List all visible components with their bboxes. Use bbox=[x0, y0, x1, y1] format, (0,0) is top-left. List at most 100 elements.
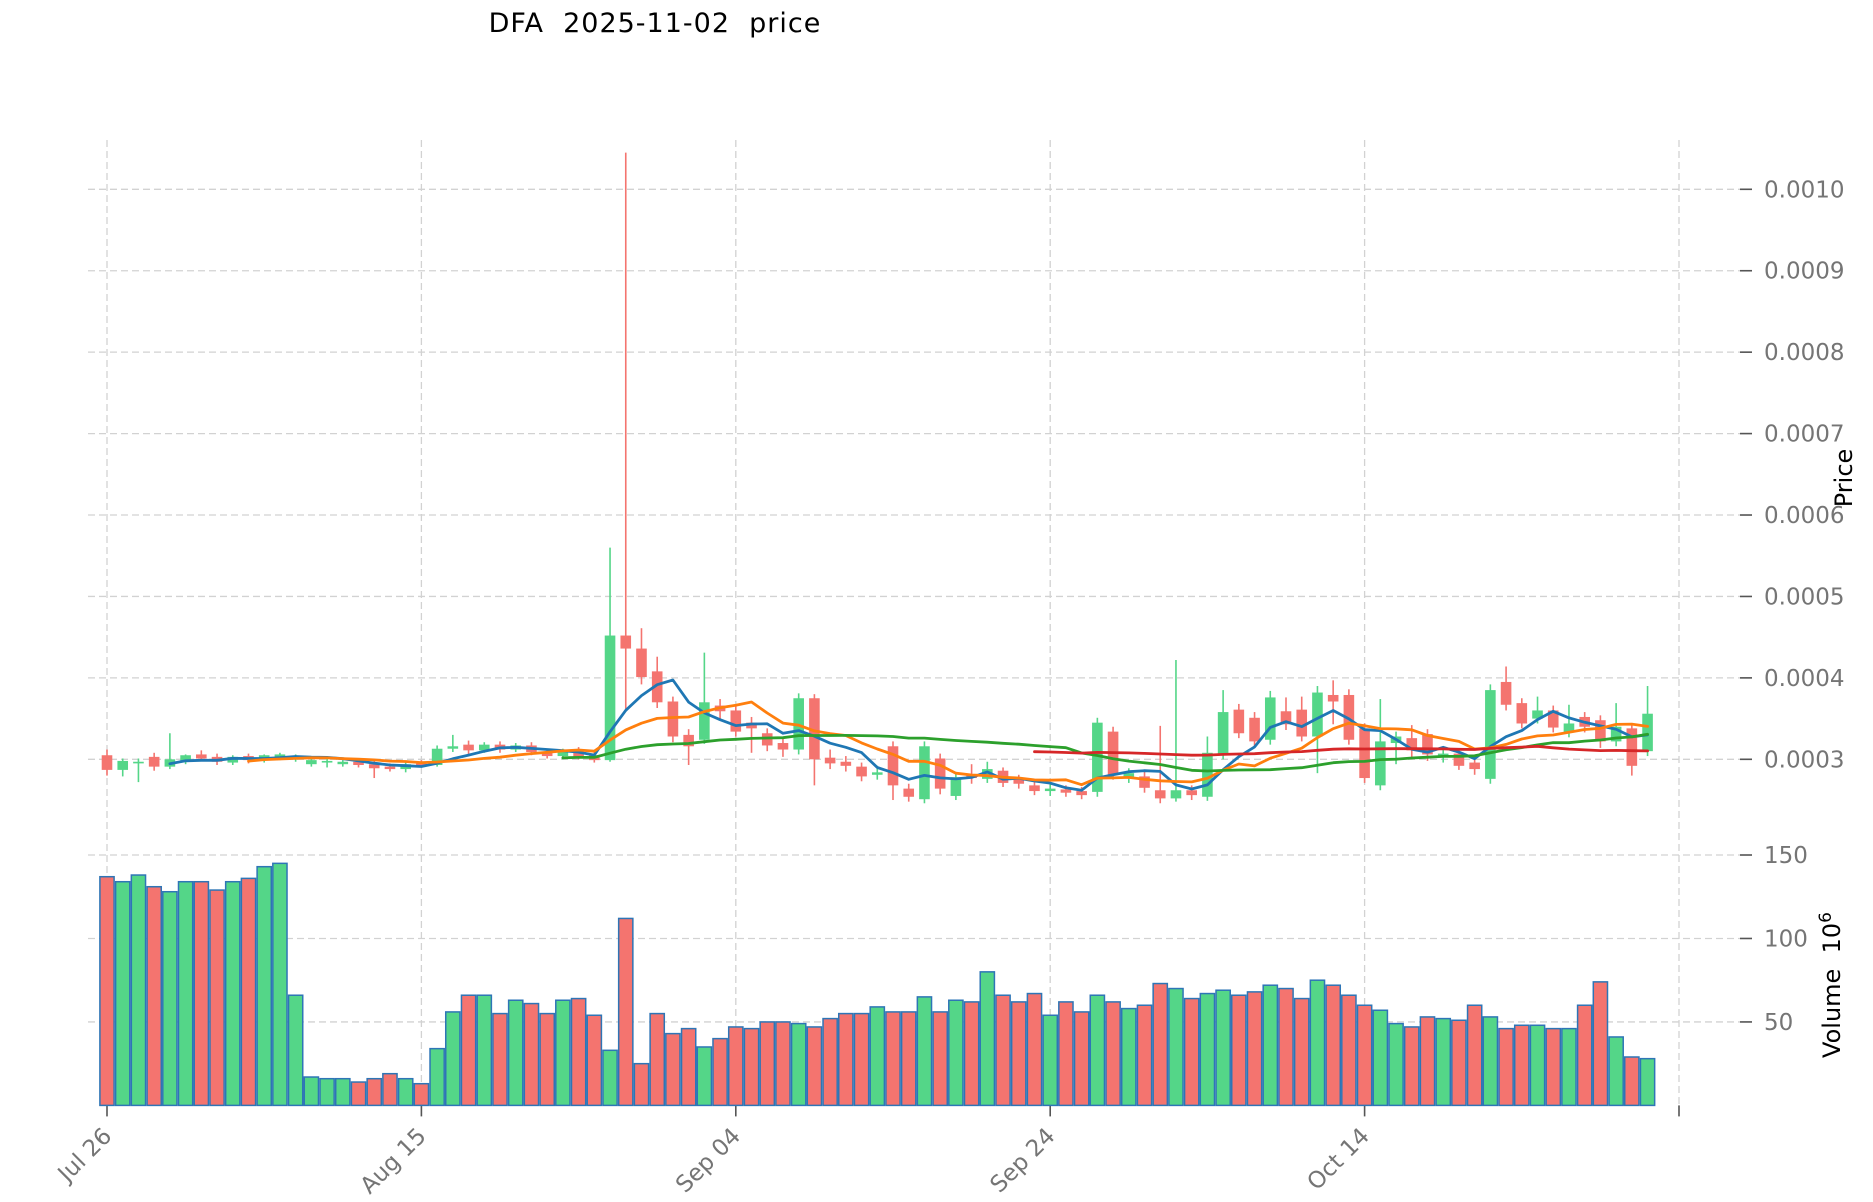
candle-body-2025-07-27 bbox=[117, 760, 129, 770]
candle-body-2025-10-11 bbox=[1312, 692, 1323, 737]
volume-bar-2025-08-24 bbox=[555, 999, 571, 1107]
candle-body-2025-07-31 bbox=[180, 755, 191, 761]
candle-body-2025-09-12 bbox=[856, 766, 867, 777]
candle-body-2025-10-08 bbox=[1264, 697, 1276, 740]
candle-body-2025-10-29 bbox=[1595, 720, 1606, 742]
volume-bar-2025-09-21 bbox=[995, 994, 1011, 1107]
volume-bar-2025-08-25 bbox=[570, 997, 587, 1107]
volume-bar-2025-09-08 bbox=[790, 1022, 807, 1107]
candle-body-2025-10-18 bbox=[1422, 734, 1433, 755]
candle-body-2025-07-29 bbox=[148, 756, 160, 767]
volume-bar-2025-10-10 bbox=[1293, 997, 1310, 1107]
volume-bar-2025-10-05 bbox=[1215, 989, 1231, 1107]
candle-body-2025-08-27 bbox=[604, 635, 616, 761]
volume-bar-2025-09-13 bbox=[869, 1006, 886, 1107]
volume-bar-2025-08-19 bbox=[476, 994, 493, 1107]
volume-bar-2025-09-23 bbox=[1026, 992, 1043, 1107]
volume-bar-2025-10-12 bbox=[1325, 984, 1342, 1107]
candle-body-2025-10-12 bbox=[1327, 694, 1339, 702]
candle-body-2025-07-26 bbox=[101, 755, 113, 770]
volume-bar-2025-10-16 bbox=[1388, 1022, 1404, 1107]
volume-tick-label: 100 bbox=[1764, 926, 1808, 952]
price-axis-label: Price bbox=[1830, 449, 1858, 508]
candle-body-2025-08-10 bbox=[337, 761, 349, 765]
candle-body-2025-10-05 bbox=[1217, 712, 1229, 755]
candle-body-2025-09-23 bbox=[1029, 785, 1040, 792]
candle-body-2025-08-25 bbox=[573, 750, 584, 757]
ma30-line bbox=[561, 732, 1649, 773]
volume-bar-2025-08-12 bbox=[366, 1077, 383, 1107]
volume-bar-2025-08-09 bbox=[319, 1077, 335, 1107]
volume-bar-2025-09-25 bbox=[1058, 1001, 1074, 1107]
price-tick-label: 0.0010 bbox=[1764, 177, 1844, 203]
volume-bar-2025-10-25 bbox=[1529, 1024, 1546, 1107]
candle-body-2025-08-12 bbox=[368, 764, 380, 769]
date-tick-label: Sep 04 bbox=[671, 1123, 746, 1198]
volume-bar-2025-08-14 bbox=[397, 1077, 414, 1107]
volume-bar-2025-09-07 bbox=[775, 1021, 791, 1107]
volume-bar-2025-07-28 bbox=[130, 874, 147, 1107]
candle-body-2025-10-20 bbox=[1453, 753, 1465, 766]
volume-bar-2025-07-31 bbox=[177, 880, 194, 1107]
volume-bar-2025-10-07 bbox=[1246, 991, 1263, 1107]
candle-body-2025-09-01 bbox=[683, 734, 694, 747]
volume-bar-2025-09-22 bbox=[1010, 1001, 1027, 1107]
volume-bar-2025-08-01 bbox=[193, 880, 210, 1107]
volume-bar-2025-10-08 bbox=[1262, 984, 1279, 1107]
volume-bar-2025-08-20 bbox=[492, 1012, 508, 1107]
volume-tick-label: 150 bbox=[1764, 843, 1808, 869]
volume-bar-2025-10-14 bbox=[1356, 1004, 1373, 1107]
volume-bar-2025-09-15 bbox=[900, 1011, 917, 1107]
volume-bar-2025-11-01 bbox=[1639, 1057, 1656, 1107]
volume-bar-2025-08-17 bbox=[444, 1011, 461, 1107]
volume-bar-2025-10-30 bbox=[1608, 1036, 1624, 1107]
candle-body-2025-08-19 bbox=[478, 744, 490, 751]
candle-body-2025-10-07 bbox=[1249, 717, 1260, 742]
volume-bar-2025-08-02 bbox=[209, 889, 225, 1107]
volume-bar-2025-08-28 bbox=[617, 917, 634, 1107]
volume-bar-2025-07-30 bbox=[162, 890, 178, 1107]
volume-bar-2025-10-31 bbox=[1623, 1056, 1640, 1107]
candle-body-2025-10-02 bbox=[1170, 790, 1182, 799]
candle-body-2025-09-13 bbox=[871, 772, 883, 775]
candle-body-2025-09-20 bbox=[982, 769, 993, 779]
volume-bar-2025-07-29 bbox=[146, 885, 163, 1107]
date-tick-label: Jul 26 bbox=[52, 1123, 117, 1188]
volume-bar-2025-09-28 bbox=[1105, 1001, 1121, 1107]
candles-layer bbox=[101, 152, 1653, 804]
price-tick-label: 0.0007 bbox=[1764, 422, 1844, 448]
volume-bar-2025-10-01 bbox=[1152, 982, 1169, 1107]
volume-bar-2025-09-24 bbox=[1042, 1014, 1059, 1107]
candle-body-2025-10-21 bbox=[1469, 762, 1480, 770]
candle-body-2025-09-29 bbox=[1123, 773, 1135, 779]
volume-bar-2025-10-22 bbox=[1482, 1016, 1499, 1107]
volume-bar-2025-10-18 bbox=[1419, 1016, 1436, 1107]
volume-bar-2025-08-23 bbox=[539, 1012, 556, 1107]
volume-bar-2025-09-17 bbox=[932, 1011, 949, 1107]
volume-bar-2025-10-04 bbox=[1199, 992, 1216, 1107]
candle-body-2025-09-04 bbox=[730, 710, 742, 732]
candle-body-2025-08-13 bbox=[384, 766, 396, 770]
volume-bar-2025-08-16 bbox=[429, 1047, 445, 1107]
date-tick-label: Oct 14 bbox=[1302, 1123, 1374, 1195]
candle-body-2025-10-01 bbox=[1154, 790, 1166, 799]
volume-bar-2025-10-29 bbox=[1592, 981, 1609, 1107]
volume-bar-2025-09-30 bbox=[1136, 1004, 1153, 1107]
candle-body-2025-09-15 bbox=[903, 788, 915, 797]
volume-bar-2025-10-27 bbox=[1561, 1027, 1577, 1107]
candle-body-2025-09-16 bbox=[919, 746, 930, 800]
volume-bar-2025-08-08 bbox=[303, 1076, 320, 1107]
volume-bar-2025-10-02 bbox=[1168, 987, 1184, 1107]
candle-body-2025-09-30 bbox=[1139, 776, 1150, 788]
candle-body-2025-10-15 bbox=[1375, 741, 1386, 786]
candle-body-2025-08-09 bbox=[321, 760, 333, 763]
volume-bar-2025-10-17 bbox=[1403, 1026, 1420, 1107]
volume-bar-2025-08-18 bbox=[460, 994, 477, 1107]
candle-body-2025-09-27 bbox=[1092, 722, 1103, 792]
price-tick-label: 0.0004 bbox=[1764, 666, 1844, 692]
candle-body-2025-08-06 bbox=[274, 754, 286, 757]
gridlines-layer bbox=[88, 140, 1740, 1106]
ma10-line bbox=[247, 700, 1649, 787]
volume-bar-2025-08-15 bbox=[413, 1082, 430, 1107]
candle-body-2025-10-31 bbox=[1626, 728, 1638, 766]
